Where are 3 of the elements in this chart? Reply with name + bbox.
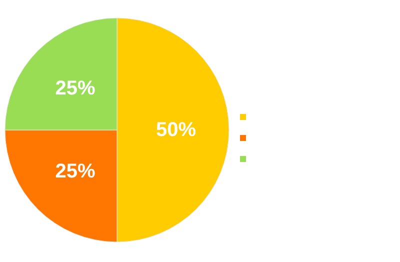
data-label: 25% xyxy=(55,160,96,183)
data-label: 25% xyxy=(55,77,96,100)
data-label: 50% xyxy=(156,119,196,141)
